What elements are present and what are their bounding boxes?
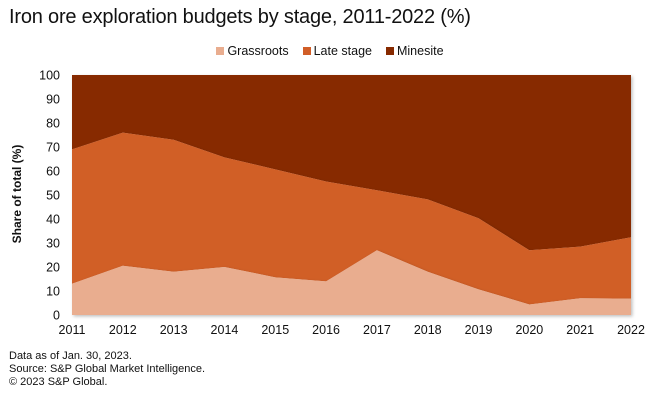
x-tick-label: 2021 (566, 323, 594, 337)
x-tick-label: 2022 (617, 323, 645, 337)
legend-swatch-minesite (385, 47, 394, 55)
chart-title: Iron ore exploration budgets by stage, 2… (9, 6, 471, 28)
legend-item-minesite: Minesite (385, 44, 444, 58)
y-tick-label: 80 (46, 117, 60, 131)
footer: Data as of Jan. 30, 2023. Source: S&P Gl… (9, 350, 205, 389)
y-tick-label: 60 (46, 165, 60, 179)
y-tick-label: 20 (46, 261, 60, 275)
y-tick-label: 50 (46, 189, 60, 203)
legend-label-grassroots: Grassroots (227, 44, 289, 58)
plot-area (72, 75, 631, 315)
x-tick-label: 2014 (211, 323, 239, 337)
y-tick-label: 70 (46, 141, 60, 155)
footer-copyright: © 2023 S&P Global. (9, 376, 108, 388)
y-tick-label: 10 (46, 285, 60, 299)
legend: Grassroots Late stage Minesite (0, 44, 660, 58)
legend-item-late-stage: Late stage (302, 44, 372, 58)
x-tick-label: 2017 (363, 323, 391, 337)
legend-item-grassroots: Grassroots (216, 44, 289, 58)
y-axis: 0 10 20 30 40 50 60 70 80 90 100 (39, 69, 60, 323)
y-tick-label: 40 (46, 213, 60, 227)
x-axis: 2011 2012 2013 2014 2015 2016 2017 2018 2019 2020… (59, 323, 645, 337)
y-tick-label: 30 (46, 237, 60, 251)
legend-label-late-stage: Late stage (313, 44, 372, 58)
legend-swatch-grassroots (216, 47, 225, 55)
footer-source: Source: S&P Global Market Intelligence. (9, 363, 206, 375)
y-tick-label: 90 (46, 93, 60, 107)
legend-label-minesite: Minesite (396, 44, 444, 58)
area-minesite (72, 75, 631, 251)
area-grassroots (72, 250, 631, 315)
x-tick-label: 2013 (160, 323, 188, 337)
y-tick-label: 100 (39, 69, 60, 83)
y-tick-label: 0 (53, 309, 60, 323)
area-late-stage (72, 132, 631, 305)
x-tick-label: 2015 (261, 323, 289, 337)
x-tick-label: 2020 (515, 323, 543, 337)
x-tick-label: 2019 (465, 323, 493, 337)
x-tick-label: 2011 (59, 323, 86, 337)
x-tick-label: 2016 (312, 323, 340, 337)
legend-swatch-late-stage (302, 47, 311, 55)
footer-data-date: Data as of Jan. 30, 2023. (9, 350, 132, 362)
x-tick-label: 2012 (109, 323, 137, 337)
x-tick-label: 2018 (414, 323, 442, 337)
